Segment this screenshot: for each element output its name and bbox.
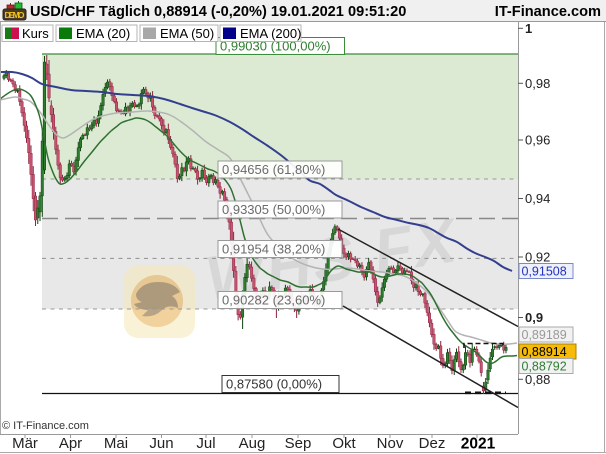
svg-text:0,90282 (23,60%): 0,90282 (23,60%) [222,293,325,308]
svg-text:EMA (50): EMA (50) [160,26,214,41]
svg-text:Kurs: Kurs [22,26,49,41]
svg-text:0,94: 0,94 [525,191,550,206]
svg-text:EMA (20): EMA (20) [76,26,130,41]
svg-text:Apr: Apr [59,435,82,452]
svg-text:IT-Finance.com: IT-Finance.com [495,4,601,20]
svg-text:0,99030 (100,00%): 0,99030 (100,00%) [220,39,331,54]
svg-text:0,94656 (61,80%): 0,94656 (61,80%) [222,162,325,177]
svg-text:Nov: Nov [377,435,404,452]
svg-text:0,87580 (0,00%): 0,87580 (0,00%) [226,377,322,392]
svg-text:Jul: Jul [196,435,215,452]
svg-text:0,88792: 0,88792 [522,360,567,374]
svg-text:0,91954 (38,20%): 0,91954 (38,20%) [222,242,325,257]
svg-text:0,88914: 0,88914 [522,345,567,359]
svg-text:EMA (200): EMA (200) [240,26,301,41]
svg-text:DEMO: DEMO [5,10,25,20]
svg-text:2021: 2021 [461,436,496,453]
svg-text:Okt: Okt [332,435,356,452]
svg-text:Sep: Sep [285,435,312,452]
svg-text:Mai: Mai [104,435,128,452]
svg-text:0,88: 0,88 [525,372,550,387]
svg-text:© IT-Finance.com: © IT-Finance.com [2,420,89,432]
svg-text:Aug: Aug [239,435,266,452]
svg-text:0,9: 0,9 [525,310,543,325]
svg-text:1: 1 [525,21,532,36]
svg-text:0,92: 0,92 [525,250,550,265]
svg-text:Mär: Mär [12,435,38,452]
svg-text:0,98: 0,98 [525,76,550,91]
svg-text:0,91508: 0,91508 [522,265,567,279]
svg-text:Jun: Jun [149,435,173,452]
svg-text:USD/CHF Täglich 0,88914 (-0,20: USD/CHF Täglich 0,88914 (-0,20%) 19.01.2… [30,4,406,20]
svg-text:0,89189: 0,89189 [522,328,567,342]
svg-text:0,93305 (50,00%): 0,93305 (50,00%) [222,202,325,217]
svg-text:0,96: 0,96 [525,133,550,148]
svg-text:Dez: Dez [419,435,446,452]
